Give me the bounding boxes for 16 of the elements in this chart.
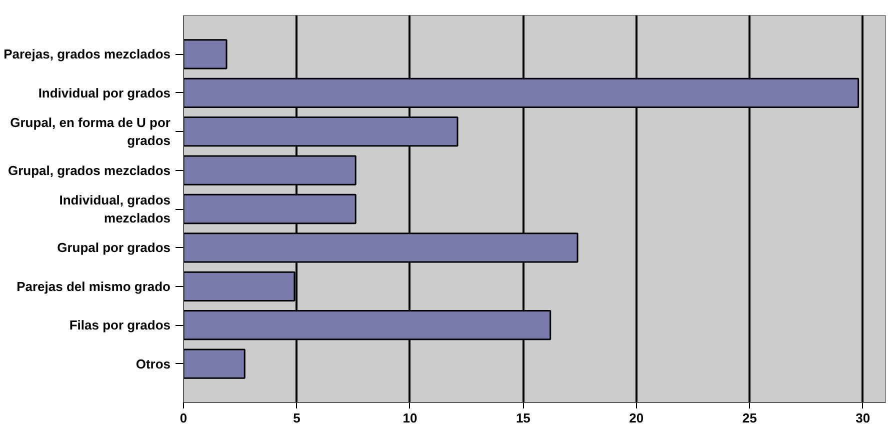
- x-tick-label: 15: [516, 410, 530, 425]
- x-tick-label: 25: [742, 410, 757, 425]
- y-tick-label: Parejas, grados mezclados: [4, 46, 171, 62]
- x-tick-label: 0: [180, 410, 188, 425]
- y-tick-label: Parejas del mismo grado: [16, 278, 171, 294]
- y-tick-label: Filas por grados: [69, 318, 171, 333]
- y-tick-label: Individual, grados mezclados: [59, 192, 171, 226]
- y-tick-label: Grupal, grados mezclados: [8, 162, 170, 178]
- x-tick-label: 10: [402, 410, 418, 425]
- y-tick-label: Grupal por grados: [57, 240, 171, 256]
- y-tick-label: Individual por grados: [38, 85, 171, 100]
- y-tick-label: Otros: [136, 356, 170, 372]
- y-tick-label: Grupal, en forma de U por grados: [10, 115, 171, 148]
- x-tick-label: 30: [856, 410, 870, 425]
- x-tick-label: 5: [293, 410, 300, 425]
- x-tick-label: 20: [629, 410, 644, 425]
